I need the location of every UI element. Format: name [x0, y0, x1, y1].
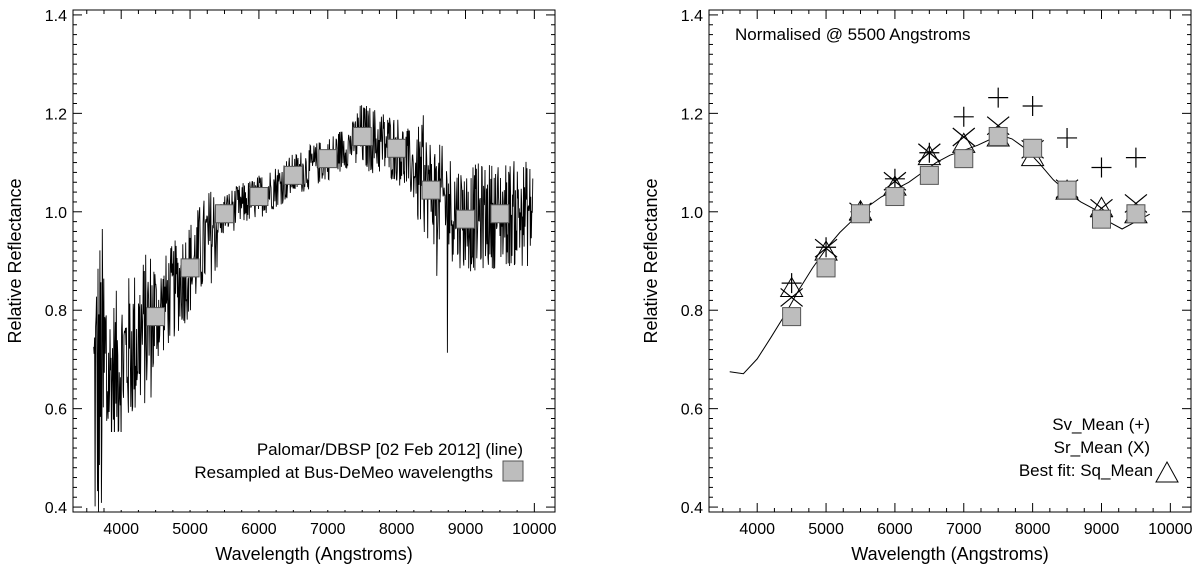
legend-line-entry: Palomar/DBSP [02 Feb 2012] (line) [257, 440, 523, 459]
right-plot-frame [708, 9, 1192, 513]
right-x-axis-label: Wavelength (Angstroms) [851, 544, 1048, 564]
left-x-axis-label: Wavelength (Angstroms) [215, 544, 412, 564]
right-panel: Normalised @ 5500 Angstroms 4000 5000 6000… [641, 8, 1193, 564]
x-tick-label: 8000 [379, 521, 415, 538]
plus-marker [988, 87, 1009, 108]
x-tick-label: 10000 [512, 521, 557, 538]
x-marker [917, 143, 941, 163]
plus-marker [953, 106, 974, 127]
square-marker [352, 126, 372, 146]
square-marker [283, 165, 303, 185]
right-axis-ticks: 4000 5000 6000 7000 8000 9000 10000 0.4 0.6 0.8 1.… [681, 8, 1193, 538]
plus-marker [884, 168, 905, 189]
square-marker [146, 307, 166, 327]
left-panel: 4000 5000 6000 7000 8000 9000 10000 0.4 0.6 0.8 1.… [5, 8, 557, 564]
square-marker [954, 149, 974, 169]
square-marker [1023, 138, 1043, 158]
y-tick-label: 1.0 [681, 205, 703, 222]
y-tick-label: 1.4 [45, 8, 67, 25]
square-marker [249, 187, 269, 207]
square-marker [1126, 204, 1146, 224]
right-data-marks [779, 87, 1148, 327]
x-tick-label: 4000 [739, 521, 775, 538]
square-marker [782, 307, 802, 327]
square-marker [1091, 209, 1111, 229]
plus-marker [816, 237, 837, 258]
square-marker [180, 258, 200, 278]
x-marker [780, 287, 804, 307]
y-tick-label: 1.2 [681, 106, 703, 123]
left-data-marks [146, 126, 510, 327]
right-plot-title: Normalised @ 5500 Angstroms [735, 25, 971, 44]
square-marker [421, 180, 441, 200]
y-tick-label: 0.6 [681, 402, 703, 419]
y-tick-label: 0.6 [45, 402, 67, 419]
x-tick-label: 7000 [946, 521, 982, 538]
square-marker [490, 204, 510, 224]
x-marker [952, 127, 976, 147]
legend-square-marker [502, 460, 524, 482]
square-marker [387, 138, 407, 158]
x-tick-label: 8000 [1015, 521, 1051, 538]
spectrum-line [93, 105, 534, 513]
plus-marker [1057, 127, 1078, 148]
square-marker [318, 149, 338, 169]
x-tick-label: 4000 [103, 521, 139, 538]
y-tick-label: 0.4 [681, 500, 703, 517]
x-tick-label: 9000 [448, 521, 484, 538]
plus-marker [781, 273, 802, 294]
right-y-axis-label: Relative Reflectance [641, 178, 661, 343]
y-tick-label: 1.2 [45, 106, 67, 123]
square-marker [214, 204, 234, 224]
plus-marker [1022, 95, 1043, 116]
x-tick-label: 6000 [241, 521, 277, 538]
x-tick-label: 9000 [1084, 521, 1120, 538]
triangle-marker [779, 276, 804, 298]
legend-background [108, 432, 528, 510]
square-marker [455, 209, 475, 229]
plus-marker [1125, 147, 1146, 168]
square-marker [850, 204, 870, 224]
x-tick-label: 7000 [310, 521, 346, 538]
y-tick-label: 0.8 [681, 303, 703, 320]
y-tick-label: 0.8 [45, 303, 67, 320]
square-marker [988, 126, 1008, 146]
legend-triangle-marker [1155, 460, 1179, 483]
left-y-axis-label: Relative Reflectance [5, 178, 25, 343]
legend-sv-mean: Sv_Mean (+) [1052, 415, 1150, 434]
best-fit-curve [729, 134, 1150, 375]
square-marker [1057, 180, 1077, 200]
legend-marker-entry: Resampled at Bus-DeMeo wavelengths [194, 463, 493, 482]
triangle-marker [917, 144, 942, 166]
y-tick-label: 1.4 [681, 8, 703, 25]
plus-marker [1091, 157, 1112, 178]
legend-sr-mean: Sr_Mean (X) [1054, 438, 1150, 457]
square-marker [919, 165, 939, 185]
y-tick-label: 1.0 [45, 205, 67, 222]
legend-sq-mean: Best fit: Sq_Mean [1019, 461, 1153, 480]
x-tick-label: 5000 [808, 521, 844, 538]
x-tick-label: 5000 [172, 521, 208, 538]
x-tick-label: 6000 [877, 521, 913, 538]
square-marker [885, 187, 905, 207]
y-tick-label: 0.4 [45, 500, 67, 517]
x-tick-label: 10000 [1148, 521, 1193, 538]
square-marker [816, 258, 836, 278]
x-marker [814, 238, 838, 258]
